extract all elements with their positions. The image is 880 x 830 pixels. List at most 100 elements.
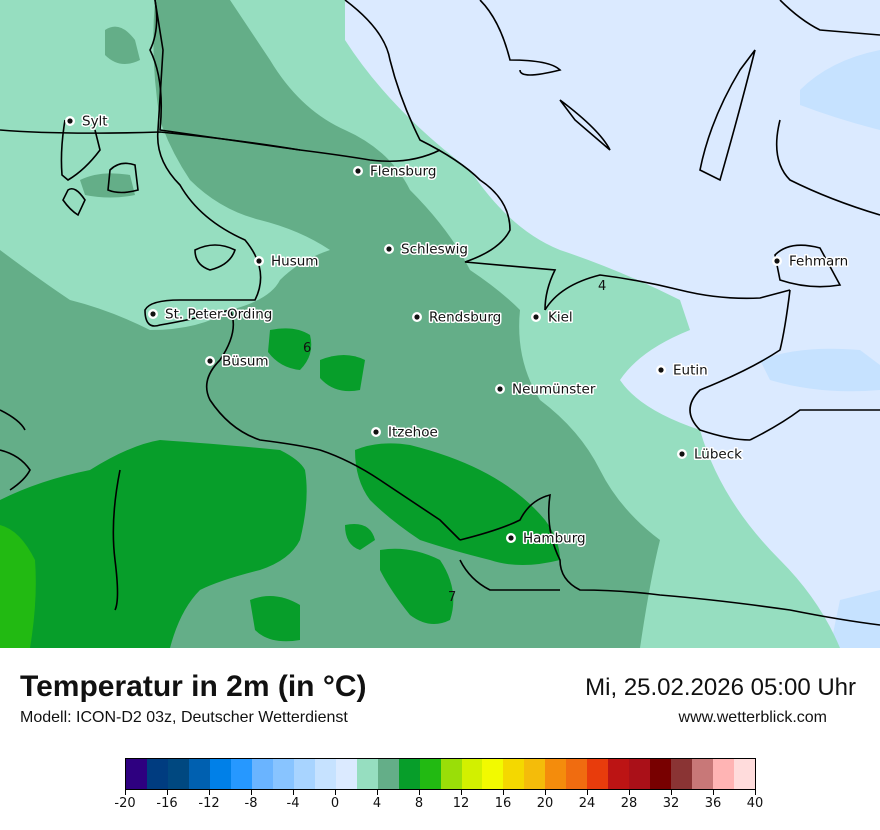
- legend-swatch: [251, 759, 273, 789]
- city-sylt: Sylt: [65, 112, 109, 131]
- legend-tick-label: 8: [414, 796, 424, 811]
- legend-swatch: [692, 759, 714, 789]
- city-kiel: Kiel: [531, 308, 574, 327]
- temperature-map[interactable]: Sylt Flensburg Schleswig Husum Fehmarn St. Pe…: [0, 0, 880, 648]
- legend-tick-label: 40: [746, 796, 764, 811]
- svg-text:Kiel: Kiel: [548, 310, 573, 326]
- legend-tick: [125, 790, 126, 795]
- legend-swatch: [545, 759, 567, 789]
- legend-swatch: [587, 759, 609, 789]
- city-st-peter-ording: St. Peter-Ording: [148, 305, 274, 324]
- svg-text:Husum: Husum: [271, 254, 318, 270]
- legend-tick: [755, 790, 756, 795]
- svg-text:Hamburg: Hamburg: [523, 531, 586, 547]
- website-link[interactable]: www.wetterblick.com: [678, 709, 827, 726]
- legend-tick: [419, 790, 420, 795]
- legend-tick-label: 4: [372, 796, 382, 811]
- city-schleswig: Schleswig: [384, 240, 470, 259]
- city-dot-icon: [658, 367, 664, 373]
- legend-tick: [167, 790, 168, 795]
- legend-swatch: [482, 759, 504, 789]
- contour-labels: 4 6 7: [303, 279, 606, 605]
- legend-swatch: [419, 759, 441, 789]
- contour-label: 7: [448, 590, 456, 605]
- city-dot-icon: [508, 535, 514, 541]
- svg-text:Lübeck: Lübeck: [694, 447, 742, 463]
- legend-tick-label: -12: [198, 796, 220, 811]
- svg-text:Neumünster: Neumünster: [512, 382, 596, 398]
- city-itzehoe: Itzehoe: [371, 423, 439, 442]
- coastlines: [0, 0, 880, 626]
- legend-tick-label: 32: [662, 796, 680, 811]
- legend-swatch: [461, 759, 483, 789]
- legend-tick-label: -16: [156, 796, 178, 811]
- city-eutin: Eutin: [656, 361, 709, 380]
- legend-swatch: [188, 759, 210, 789]
- legend-tick-label: -8: [244, 796, 258, 811]
- svg-text:Schleswig: Schleswig: [401, 242, 468, 258]
- city-dot-icon: [497, 386, 503, 392]
- svg-text:Eutin: Eutin: [673, 363, 708, 379]
- svg-text:Fehmarn: Fehmarn: [789, 254, 848, 270]
- legend-tick-label: 0: [330, 796, 340, 811]
- zone-8-10: [0, 525, 36, 648]
- legend-tick-label: 36: [704, 796, 722, 811]
- svg-text:St. Peter-Ording: St. Peter-Ording: [165, 307, 272, 323]
- legend-tick: [503, 790, 504, 795]
- legend-tick-label: 16: [494, 796, 512, 811]
- city-dot-icon: [150, 311, 156, 317]
- city-dot-icon: [355, 168, 361, 174]
- valid-datetime: Mi, 25.02.2026 05:00 Uhr: [585, 674, 856, 701]
- city-neum-nster: Neumünster: [495, 380, 597, 399]
- legend-swatch: [167, 759, 189, 789]
- legend-swatch: [671, 759, 693, 789]
- legend-swatch: [440, 759, 462, 789]
- legend-swatch: [377, 759, 399, 789]
- legend-tick: [251, 790, 252, 795]
- legend-swatch: [650, 759, 672, 789]
- legend-swatch: [524, 759, 546, 789]
- map-title: Temperatur in 2m (in °C): [20, 670, 367, 703]
- legend-swatch: [566, 759, 588, 789]
- legend-swatch: [335, 759, 357, 789]
- svg-text:Itzehoe: Itzehoe: [388, 425, 438, 441]
- legend-tick: [713, 790, 714, 795]
- legend-tick: [671, 790, 672, 795]
- legend-tick: [293, 790, 294, 795]
- svg-text:Flensburg: Flensburg: [370, 164, 436, 180]
- city-husum: Husum: [254, 252, 320, 271]
- legend-tick-label: -4: [286, 796, 300, 811]
- city-dot-icon: [774, 258, 780, 264]
- contour-label: 4: [598, 279, 606, 294]
- city-dot-icon: [207, 358, 213, 364]
- legend-tick-label: 20: [536, 796, 554, 811]
- legend-tick-label: 12: [452, 796, 470, 811]
- city-rendsburg: Rendsburg: [412, 308, 503, 327]
- legend-tick: [545, 790, 546, 795]
- legend-tick-label: -20: [114, 796, 136, 811]
- city-dot-icon: [386, 246, 392, 252]
- city-dot-icon: [67, 118, 73, 124]
- city-hamburg: Hamburg: [506, 529, 587, 548]
- legend-swatch: [146, 759, 168, 789]
- city-dot-icon: [256, 258, 262, 264]
- legend-swatch: [398, 759, 420, 789]
- color-legend: [125, 758, 756, 790]
- legend-swatch: [713, 759, 735, 789]
- legend-swatch: [629, 759, 651, 789]
- city-l-beck: Lübeck: [677, 445, 744, 464]
- city-dot-icon: [533, 314, 539, 320]
- legend-tick-label: 28: [620, 796, 638, 811]
- svg-text:Sylt: Sylt: [82, 114, 108, 130]
- svg-text:Büsum: Büsum: [222, 354, 269, 370]
- legend-tick: [209, 790, 210, 795]
- legend-tick: [461, 790, 462, 795]
- legend-swatch: [293, 759, 315, 789]
- model-info: Modell: ICON-D2 03z, Deutscher Wetterdie…: [20, 709, 348, 726]
- legend-swatch: [356, 759, 378, 789]
- legend-tick: [629, 790, 630, 795]
- city-markers: Sylt Flensburg Schleswig Husum Fehmarn St. Pe…: [65, 112, 850, 548]
- city-dot-icon: [373, 429, 379, 435]
- legend-swatch: [608, 759, 630, 789]
- legend-swatch: [503, 759, 525, 789]
